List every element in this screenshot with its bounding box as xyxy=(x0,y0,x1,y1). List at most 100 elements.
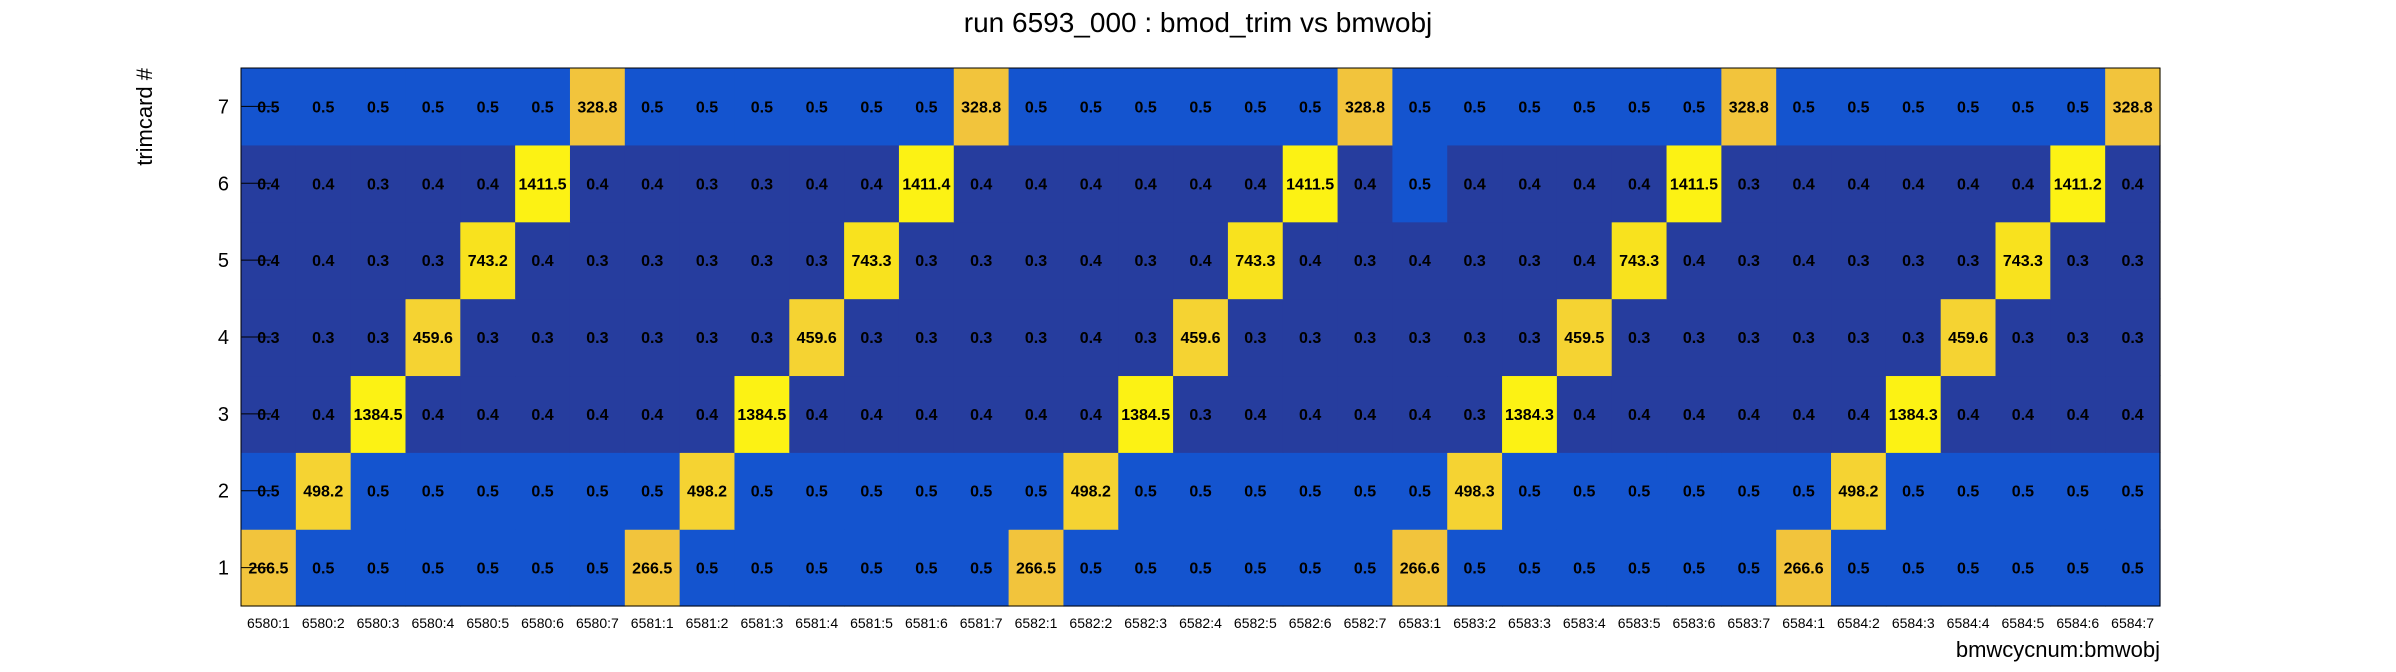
heatmap-cell xyxy=(844,68,900,146)
heatmap-cell xyxy=(405,68,461,146)
x-tick-label: 6580:3 xyxy=(357,615,400,631)
x-tick-label: 6583:6 xyxy=(1673,615,1716,631)
cell-value-label: 0.4 xyxy=(1464,176,1486,193)
x-tick-label: 6584:7 xyxy=(2111,615,2154,631)
cell-value-label: 0.3 xyxy=(1902,330,1924,347)
cell-value-label: 0.4 xyxy=(2121,407,2143,424)
cell-value-label: 0.3 xyxy=(1847,330,1869,347)
cell-value-label: 0.5 xyxy=(312,99,334,116)
heatmap-cell xyxy=(350,375,407,453)
heatmap-cell xyxy=(789,529,845,607)
x-axis-ticks: 6580:1 6580:2 6580:3 6580:4 6580:5 6580:6 6580… xyxy=(247,615,2154,631)
heatmap-cell xyxy=(898,221,955,300)
cell-value-label: 0.4 xyxy=(1957,176,1979,193)
cell-value-label: 743.3 xyxy=(852,253,892,270)
cell-value-label: 0.5 xyxy=(1518,99,1540,116)
heatmap-cell xyxy=(1337,375,1393,453)
x-tick-label: 6583:3 xyxy=(1508,615,1551,631)
cell-value-label: 0.4 xyxy=(696,407,718,424)
heatmap-cell xyxy=(1995,68,2051,146)
cell-value-label: 0.5 xyxy=(257,99,279,116)
x-tick-label: 6580:2 xyxy=(302,615,345,631)
y-axis-title: trimcard # xyxy=(132,67,157,166)
heatmap-cell xyxy=(844,221,900,300)
cell-value-label: 0.5 xyxy=(1464,99,1486,116)
heatmap-cell xyxy=(1776,144,1832,223)
heatmap-cell xyxy=(1502,68,1558,146)
cell-value-label: 0.5 xyxy=(1354,484,1376,501)
cell-value-label: 0.4 xyxy=(2121,176,2143,193)
heatmap-cell xyxy=(734,221,790,300)
y-tick-label: 7 xyxy=(218,96,229,118)
heatmap-cell xyxy=(405,221,461,300)
heatmap-cell xyxy=(2050,68,2106,146)
cell-value-label: 0.4 xyxy=(586,176,608,193)
heatmap-cell xyxy=(789,298,845,377)
cell-value-label: 0.3 xyxy=(751,253,773,270)
heatmap-cell xyxy=(295,144,352,223)
heatmap-cell xyxy=(1885,68,1942,146)
heatmap-cell xyxy=(295,221,352,300)
x-tick-label: 6584:4 xyxy=(1947,615,1990,631)
heatmap-cell xyxy=(789,144,845,223)
heatmap-cell xyxy=(1995,144,2051,223)
y-tick-label: 2 xyxy=(218,481,229,503)
heatmap-cell xyxy=(1392,221,1448,300)
cell-value-label: 0.4 xyxy=(1792,176,1814,193)
heatmap-cell xyxy=(1063,221,1119,300)
cell-value-label: 0.5 xyxy=(1135,561,1157,578)
heatmap-cell xyxy=(569,68,626,146)
heatmap-cell xyxy=(1447,452,1503,530)
heatmap-cell xyxy=(1666,529,1722,607)
heatmap-cell xyxy=(1447,144,1503,223)
cell-value-label: 266.5 xyxy=(632,561,672,578)
heatmap-cell xyxy=(734,144,790,223)
x-tick-label: 6582:6 xyxy=(1289,615,1332,631)
heatmap-cell xyxy=(2050,375,2106,453)
heatmap-cell xyxy=(1173,529,1229,607)
heatmap-cell xyxy=(1666,68,1722,146)
heatmap-cell xyxy=(734,298,790,377)
cell-value-label: 0.5 xyxy=(586,484,608,501)
cell-value-label: 0.4 xyxy=(257,407,279,424)
heatmap-cell xyxy=(1666,221,1722,300)
cell-value-label: 0.4 xyxy=(1847,407,1869,424)
cell-value-label: 0.5 xyxy=(1244,561,1266,578)
cell-value-label: 0.5 xyxy=(1847,99,1869,116)
cell-value-label: 0.5 xyxy=(477,99,499,116)
heatmap-cell xyxy=(2105,529,2161,607)
heatmap-cell xyxy=(2105,298,2161,377)
cell-value-label: 0.5 xyxy=(806,484,828,501)
cell-value-label: 328.8 xyxy=(577,99,617,116)
cell-value-label: 0.4 xyxy=(641,407,663,424)
cell-value-label: 0.3 xyxy=(2012,330,2034,347)
heatmap-cell xyxy=(1721,221,1777,300)
heatmap-cell xyxy=(1227,221,1284,300)
cell-value-label: 0.5 xyxy=(860,561,882,578)
x-tick-label: 6582:2 xyxy=(1069,615,1112,631)
cell-value-label: 0.4 xyxy=(860,176,882,193)
heatmap-cell xyxy=(1337,221,1393,300)
cell-value-label: 0.5 xyxy=(2121,561,2143,578)
cell-value-label: 0.3 xyxy=(1847,253,1869,270)
cell-value-label: 0.5 xyxy=(1902,561,1924,578)
cell-value-label: 0.5 xyxy=(1409,484,1431,501)
y-axis-ticks: 1 2 3 4 5 6 7 xyxy=(218,96,271,580)
cell-value-label: 0.5 xyxy=(1957,99,1979,116)
cell-value-label: 0.3 xyxy=(1464,253,1486,270)
cell-value-label: 0.3 xyxy=(1628,330,1650,347)
cell-value-label: 0.5 xyxy=(1847,561,1869,578)
cell-value-label: 0.5 xyxy=(257,484,279,501)
cell-value-label: 0.4 xyxy=(2012,407,2034,424)
cell-value-label: 0.3 xyxy=(1464,407,1486,424)
cell-value-label: 266.5 xyxy=(248,561,288,578)
cell-value-label: 0.5 xyxy=(1628,99,1650,116)
cell-value-label: 498.2 xyxy=(1071,484,1111,501)
cell-value-label: 0.5 xyxy=(1518,561,1540,578)
heatmap-cell xyxy=(460,68,516,146)
cell-value-label: 0.4 xyxy=(312,407,334,424)
cell-value-label: 0.4 xyxy=(1902,176,1924,193)
cell-value-label: 459.6 xyxy=(413,330,453,347)
heatmap-cell xyxy=(1227,68,1284,146)
heatmap-cell xyxy=(569,298,626,377)
